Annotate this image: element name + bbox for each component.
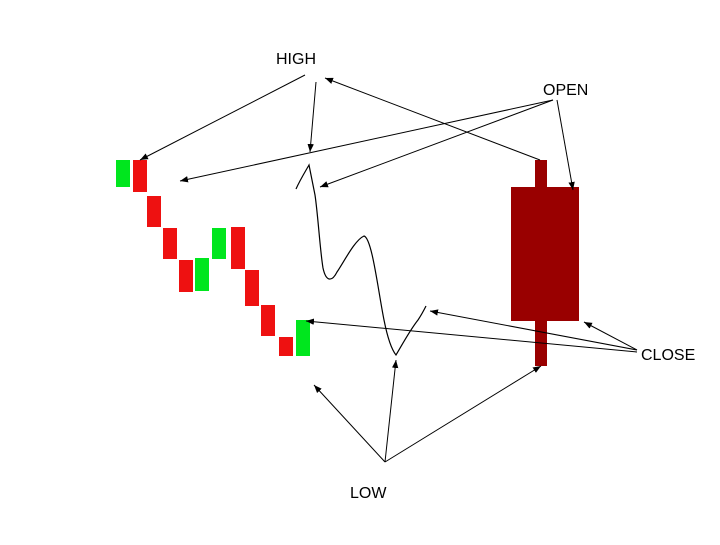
price-line [295,163,427,357]
candlestick [511,160,579,366]
arrow [313,384,386,463]
arrow [583,321,638,351]
label-open: OPEN [543,82,588,99]
bar-up [296,320,310,356]
high-arrows [139,74,541,161]
bar-up [116,160,130,187]
open-arrows [179,99,575,191]
arrow [384,365,542,463]
bar-up [212,228,226,259]
arrow [307,81,317,153]
arrow [305,318,638,353]
arrow [319,99,554,188]
candle-body [511,187,579,321]
bar-down [279,337,293,356]
bar-up [195,258,209,291]
label-high: HIGH [276,51,316,68]
arrow [429,309,638,351]
bar-down [245,270,259,306]
bar-down [179,260,193,292]
low-arrows [313,359,542,463]
arrow [324,77,541,161]
arrow [384,359,399,463]
bar-down [231,227,245,269]
bar-chart [116,160,310,356]
arrow [179,99,554,183]
bar-down [147,196,161,227]
arrow [556,99,575,191]
label-close: CLOSE [641,347,695,364]
bar-down [133,160,147,192]
close-arrows [305,309,638,353]
label-low: LOW [350,485,387,502]
bar-down [163,228,177,259]
bar-down [261,305,275,336]
arrow [139,74,306,161]
